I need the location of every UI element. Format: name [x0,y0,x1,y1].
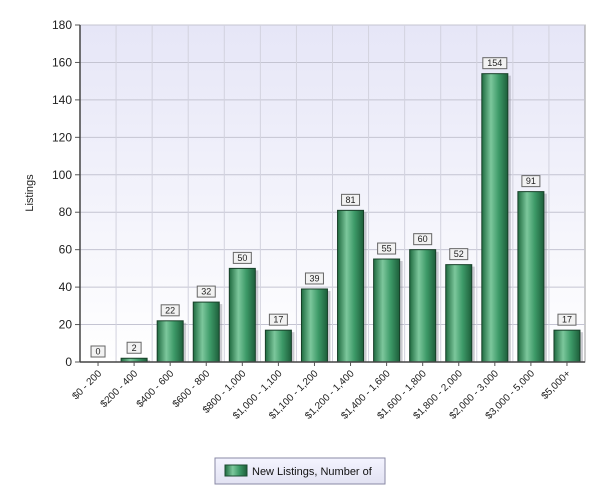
bar [409,249,437,363]
y-tick-label: 120 [52,130,72,144]
bar [300,288,328,363]
data-label-box [160,304,180,317]
bar [553,329,581,363]
legend-label: New Listings, Number of [252,466,373,478]
y-tick-label: 0 [65,355,72,369]
data-label: 50 [237,253,247,263]
data-label: 17 [273,315,283,325]
data-label: 55 [382,244,392,254]
bar [192,301,220,363]
data-label-box [196,285,216,298]
data-label: 52 [454,249,464,259]
legend: New Listings, Number of [214,457,386,485]
y-tick-label: 40 [59,280,73,294]
data-label: 60 [418,234,428,244]
data-label: 32 [201,287,211,297]
bar [156,320,184,363]
y-tick-label: 20 [59,318,73,332]
data-label: 91 [526,176,536,186]
bar [264,329,292,363]
x-tick-label: $400 - 600 [135,368,177,410]
data-label-box [413,233,433,246]
y-tick-label: 160 [52,55,72,69]
x-axis: $0 - 200$200 - 400$400 - 600$600 - 800$8… [70,361,585,422]
data-label: 0 [96,347,101,357]
data-label: 81 [346,195,356,205]
x-tick-label: $200 - 400 [99,368,141,410]
bar [517,191,545,363]
data-label-box [521,175,541,188]
data-label: 2 [132,343,137,353]
data-label-box [90,345,106,358]
y-tick-label: 180 [52,18,72,32]
bar [373,258,401,363]
data-label-box [377,242,397,255]
bar [228,267,256,363]
data-label-box [232,251,252,264]
data-label-box [482,57,508,70]
legend-swatch [224,464,248,477]
data-label-box [557,313,577,326]
data-label-box [268,313,288,326]
x-tick-label: $0 - 200 [70,368,104,402]
bar [445,264,473,363]
y-tick-label: 100 [52,168,72,182]
y-axis: 0 20 40 60 80 100 120 140 160 180 [52,18,81,369]
data-label-box [304,272,324,285]
data-label: 154 [487,58,502,68]
y-axis-title: Listings [24,174,36,212]
data-label-box [449,248,469,261]
y-tick-label: 140 [52,93,72,107]
x-tick-label: $5,000+ [540,368,574,402]
data-label-box [126,341,142,354]
data-label: 39 [309,273,319,283]
y-tick-label: 80 [59,205,73,219]
data-label: 17 [562,315,572,325]
bars [120,73,583,363]
bar [337,209,365,363]
y-tick-label: 60 [59,243,73,257]
data-label: 22 [165,305,175,315]
data-label-box [341,193,361,206]
bar [481,73,509,363]
